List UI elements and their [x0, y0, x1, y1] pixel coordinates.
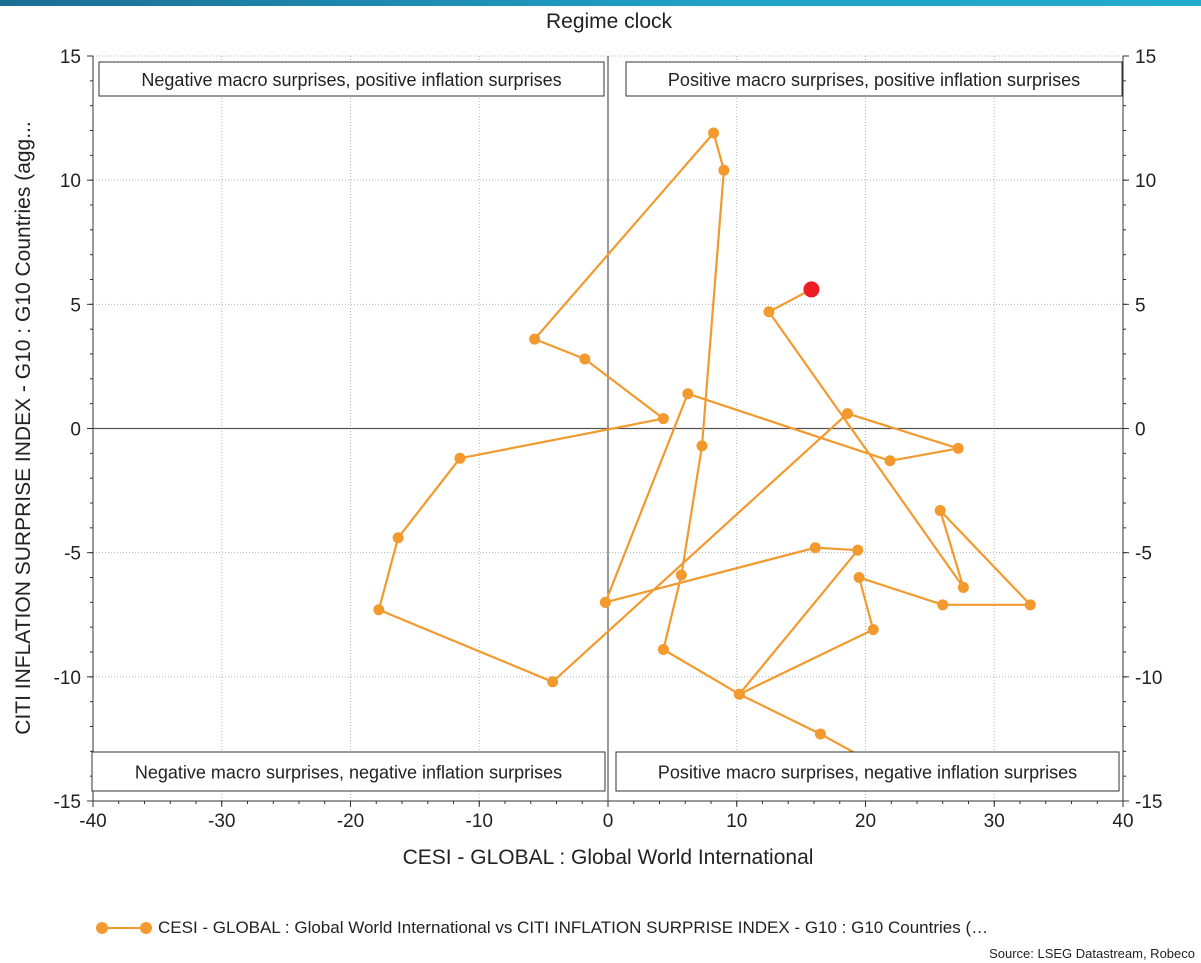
- x-tick-label: -20: [337, 811, 364, 832]
- y-tick-label-left: 5: [70, 295, 81, 316]
- series-point: [937, 599, 949, 611]
- chart-title: Regime clock: [545, 10, 673, 33]
- top-accent-bar: [0, 0, 1201, 6]
- y-tick-label-right: 10: [1135, 171, 1156, 192]
- series-point: [682, 388, 694, 400]
- legend-swatch: [96, 921, 152, 935]
- series-point: [392, 532, 404, 544]
- series-point: [1024, 599, 1036, 611]
- x-tick-label: -10: [466, 811, 493, 832]
- quadrant-label-top-right: Positive macro surprises, positive infla…: [668, 70, 1080, 90]
- axes-layer: -40 -30 -20 -10 0 10 20 30 40-15 -15-10 -10-5 -50 05…: [54, 47, 1163, 832]
- quadrant-box-bottom-right: [615, 751, 1120, 792]
- quadrant-label-bottom-left: Negative macro surprises, negative infla…: [135, 763, 562, 783]
- series-point: [814, 728, 826, 740]
- series-point: [809, 542, 821, 554]
- y-tick-label-right: 15: [1135, 47, 1156, 68]
- x-tick-label: -30: [208, 811, 235, 832]
- y-tick-label-left: 0: [70, 420, 81, 441]
- y-tick-label-left: -5: [64, 544, 81, 565]
- x-tick-label: -40: [79, 811, 106, 832]
- y-tick-label-right: -10: [1135, 668, 1162, 689]
- y-tick-label-right: 0: [1135, 420, 1146, 441]
- series-point: [675, 569, 687, 581]
- y-axis-label: CITI INFLATION SURPRISE INDEX - G10 : G1…: [12, 121, 35, 734]
- series-point: [934, 504, 946, 516]
- x-tick-label: 10: [726, 811, 747, 832]
- series-point: [657, 644, 669, 656]
- y-tick-label-left: 10: [60, 171, 81, 192]
- x-tick-label: 20: [855, 811, 876, 832]
- series-point: [867, 624, 879, 636]
- series-point: [657, 413, 669, 425]
- quadrant-box-bottom-left: [91, 751, 606, 792]
- series-point: [884, 455, 896, 467]
- y-tick-label-left: -15: [54, 792, 81, 813]
- series-point: [696, 440, 708, 452]
- source-note: Source: LSEG Datastream, Robeco: [989, 946, 1195, 961]
- series-layer: [373, 127, 1036, 755]
- quadrant-label-top-left: Negative macro surprises, positive infla…: [141, 70, 561, 90]
- series-point: [852, 544, 864, 556]
- series-point: [373, 604, 385, 616]
- series-point: [763, 306, 775, 318]
- series-point: [454, 452, 466, 464]
- series-point: [952, 442, 964, 454]
- y-tick-label-right: -15: [1135, 792, 1162, 813]
- series-point: [957, 581, 969, 593]
- x-axis-label: CESI - GLOBAL : Global World Internation…: [403, 846, 814, 869]
- series-point: [708, 127, 720, 139]
- series-point: [718, 164, 730, 176]
- legend[interactable]: CESI - GLOBAL : Global World Internation…: [96, 916, 988, 940]
- quadrant-labels: Negative macro surprises, positive infla…: [91, 61, 1123, 792]
- series-point: [841, 408, 853, 420]
- x-tick-label: 40: [1112, 811, 1133, 832]
- legend-label: CESI - GLOBAL : Global World Internation…: [158, 918, 989, 937]
- latest-point: [803, 281, 820, 298]
- y-tick-label-right: -5: [1135, 544, 1152, 565]
- series-point: [599, 596, 611, 608]
- series-point: [579, 353, 591, 365]
- y-tick-label-left: 15: [60, 47, 81, 68]
- x-tick-label: 0: [603, 811, 614, 832]
- quadrant-box-top-right: [625, 61, 1123, 97]
- y-tick-label-right: 5: [1135, 295, 1146, 316]
- series-point: [547, 676, 559, 688]
- series-point: [529, 333, 541, 345]
- quadrant-label-bottom-right: Positive macro surprises, negative infla…: [658, 763, 1077, 783]
- y-tick-label-left: -10: [54, 668, 81, 689]
- x-tick-label: 30: [984, 811, 1005, 832]
- series-point: [733, 688, 745, 700]
- quadrant-box-top-left: [98, 61, 605, 97]
- series-point: [853, 572, 865, 583]
